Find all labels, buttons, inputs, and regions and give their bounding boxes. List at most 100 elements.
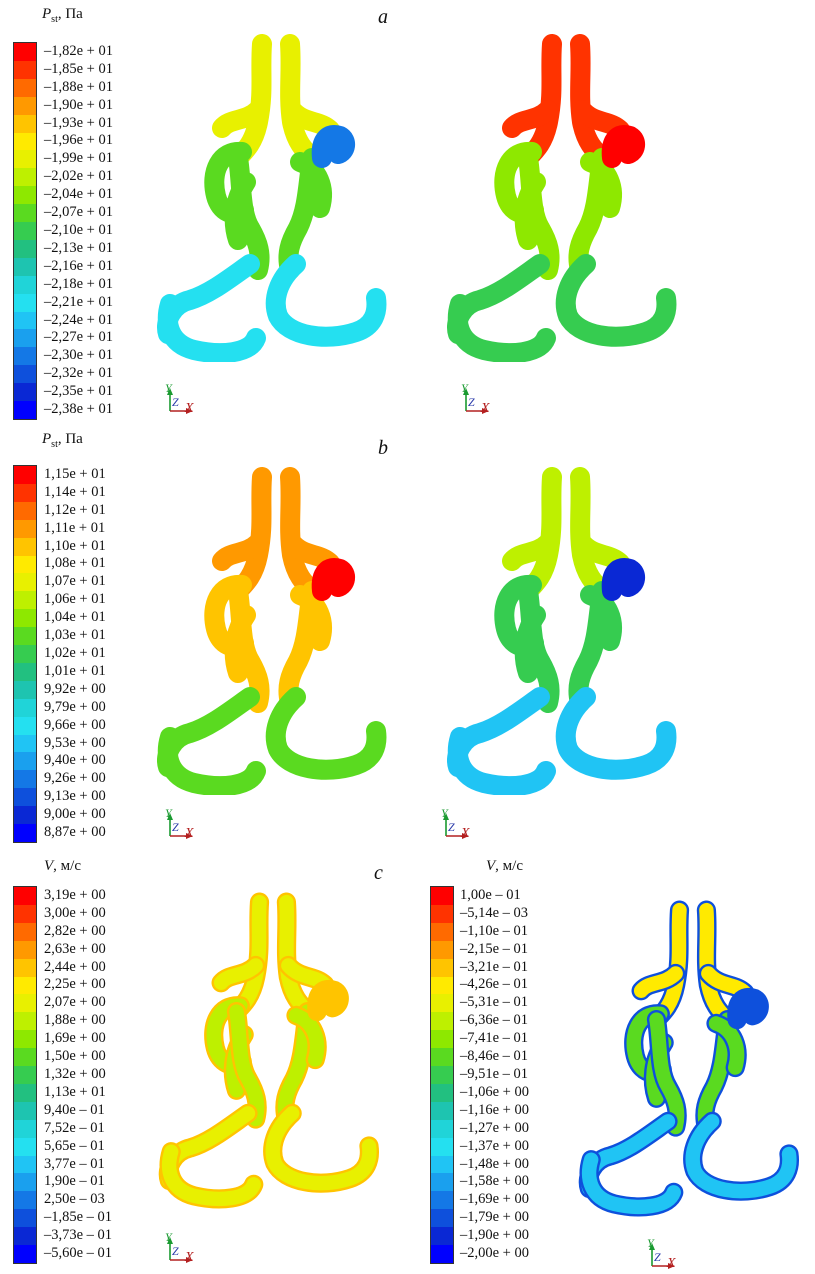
color-bar-swatch [14, 78, 36, 98]
legend-tick-label: –2,21e + 01 [44, 293, 113, 310]
section-middle [518, 581, 560, 713]
section-accent [601, 125, 645, 168]
legend-tick-label: –2,32e + 01 [44, 365, 113, 382]
legend-tick-label: –1,16e + 00 [460, 1101, 529, 1118]
legend-tick-label: –2,16e + 01 [44, 257, 113, 274]
color-bar-swatch [14, 555, 36, 574]
legend-tick-label: –1,90e + 00 [460, 1227, 529, 1244]
color-bar-swatch [431, 1227, 453, 1246]
legend-tick-label: 9,40e – 01 [44, 1101, 105, 1118]
section-middle [290, 152, 332, 218]
color-bar-swatch [431, 922, 453, 942]
color-bar-swatch [431, 1083, 453, 1103]
section-lower [161, 1106, 256, 1188]
panel-label: a [378, 6, 388, 28]
legend-tick-label: 3,00e + 00 [44, 904, 106, 921]
legend-tick-label: –1,85e – 01 [44, 1209, 113, 1226]
panel-c: V, м/с 3,19e + 00 3,00e + 00 2,82e + 00 2,6… [0, 852, 815, 1273]
axis-x-label: X [481, 401, 490, 416]
legend-tick-label: 1,11e + 01 [44, 519, 106, 536]
section-middle [229, 1004, 265, 1127]
nasal-section-plot-left [157, 34, 387, 362]
legend-tick-label: –1,93e + 01 [44, 114, 113, 131]
color-bar-swatch [431, 1137, 453, 1157]
color-bar-swatch [14, 168, 36, 187]
section-upper [212, 100, 268, 138]
color-bar-swatch [14, 627, 36, 646]
color-bar [13, 886, 37, 1264]
color-bar-swatch [14, 1012, 36, 1031]
color-bar-swatch [14, 591, 36, 610]
color-bar-swatch [431, 958, 453, 977]
legend-tick-label: –1,85e + 01 [44, 60, 113, 77]
axis-x-label: X [667, 1256, 676, 1271]
section-middle [288, 1008, 325, 1067]
color-bar-swatch [14, 150, 36, 169]
legend-tick-label: 1,04e + 01 [44, 609, 106, 626]
legend-tick-label: –1,58e + 00 [460, 1173, 529, 1190]
axis-x-label: X [461, 826, 470, 841]
section-accent [601, 558, 645, 601]
color-bar-swatch [14, 96, 36, 116]
legend-tick-label: 1,01e + 01 [44, 662, 106, 679]
legend-tick-label: 9,79e + 00 [44, 698, 106, 715]
color-bar-swatch [14, 904, 36, 924]
section-lower [555, 687, 677, 780]
legend-tick-label: 8,87e + 00 [44, 824, 106, 841]
color-bar-swatch [14, 1137, 36, 1157]
section-lower [447, 294, 556, 362]
legend-tick-label: 2,50e – 03 [44, 1191, 105, 1208]
color-bar-swatch [14, 501, 36, 521]
legend-tick-label: 9,26e + 00 [44, 770, 106, 787]
color-bar-swatch [14, 1119, 36, 1139]
color-bar-swatch [14, 114, 36, 133]
section-lower [157, 727, 266, 795]
legend-tick-label: –1,88e + 01 [44, 78, 113, 95]
legend-tick-label: –5,31e – 01 [460, 994, 529, 1011]
color-bar-swatch [14, 940, 36, 960]
section-middle [228, 148, 270, 280]
color-bar-swatch [14, 958, 36, 977]
color-bar-swatch [14, 788, 36, 807]
legend-tick-label: 2,07e + 00 [44, 994, 106, 1011]
legend-tick-label: 1,69e + 00 [44, 1030, 106, 1047]
legend-tick-label: 1,03e + 01 [44, 627, 106, 644]
legend-tick-label: –7,41e – 01 [460, 1030, 529, 1047]
section-lower [157, 294, 266, 362]
color-bar-swatch [14, 1209, 36, 1228]
legend-tick-label: –2,15e – 01 [460, 940, 529, 957]
color-bar-swatch [14, 311, 36, 330]
legend-tick-label: –2,10e + 01 [44, 222, 113, 238]
color-bar-swatch [14, 537, 36, 556]
section-upper [212, 533, 268, 571]
legend-tick-label: –6,36e – 01 [460, 1012, 529, 1029]
section-upper [502, 533, 558, 571]
axis-y-label: Y [165, 381, 172, 395]
color-bar-swatch [14, 734, 36, 753]
section-lower [447, 687, 550, 777]
legend-title: Pst, Па [42, 6, 83, 25]
legend-tick-label: –1,82e + 01 [44, 42, 113, 59]
color-bar-swatch [14, 1173, 36, 1192]
section-lower [581, 1114, 676, 1196]
section-lower [265, 687, 387, 780]
color-bar-swatch [431, 1245, 453, 1264]
color-bar-swatch [14, 1066, 36, 1085]
color-bar-swatch [14, 770, 36, 789]
section-lower [265, 1106, 377, 1191]
section-upper [633, 966, 683, 998]
section-lower [581, 1152, 681, 1215]
panel-label: c [374, 862, 383, 884]
panel-label: b [378, 437, 388, 459]
axis-z-label: Z [172, 1244, 179, 1258]
color-bar-swatch [431, 904, 453, 924]
legend-tick-label: –2,24e + 01 [44, 311, 113, 328]
color-bar-swatch [14, 645, 36, 664]
color-bar-swatch [14, 662, 36, 682]
color-bar-swatch [14, 698, 36, 718]
legend-tick-label: –8,46e – 01 [460, 1048, 529, 1065]
legend-tick-label: 1,06e + 01 [44, 591, 106, 608]
color-bar-swatch [431, 1066, 453, 1085]
color-bar-swatch [14, 365, 36, 384]
legend-tick-label: –2,07e + 01 [44, 204, 113, 221]
